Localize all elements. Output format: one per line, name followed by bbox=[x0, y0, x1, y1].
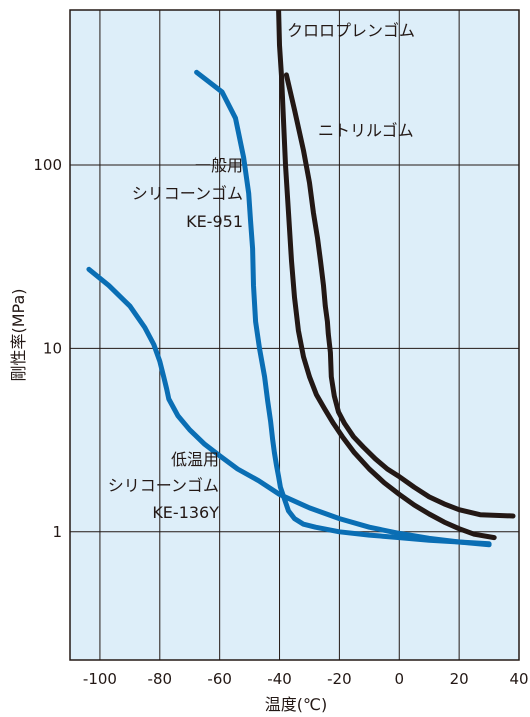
x-tick-label: 40 bbox=[509, 670, 528, 688]
x-tick-label: -20 bbox=[327, 670, 352, 688]
y-tick-label: 100 bbox=[33, 156, 62, 174]
y-tick-label: 10 bbox=[43, 339, 62, 357]
y-axis-title: 剛性率(MPa) bbox=[9, 288, 28, 381]
annotation-ke136y-line3: KE-136Y bbox=[152, 503, 219, 522]
x-tick-label: -40 bbox=[267, 670, 292, 688]
annotation-ke951: 一般用 シリコーンゴム KE-951 bbox=[132, 156, 243, 231]
annotation-ke136y-line1: 低温用 bbox=[171, 450, 219, 469]
x-tick-label: -100 bbox=[83, 670, 117, 688]
annotation-ke951-line3: KE-951 bbox=[186, 212, 243, 231]
y-tick-label: 1 bbox=[52, 523, 62, 541]
series-ke951-line bbox=[194, 69, 492, 547]
x-tick-label: -60 bbox=[207, 670, 232, 688]
x-tick-label: 0 bbox=[394, 670, 404, 688]
x-tick-label: -80 bbox=[148, 670, 173, 688]
series-chloroprene-line bbox=[276, 10, 497, 541]
series-nitrile-line bbox=[283, 72, 516, 519]
series-ke136y-line bbox=[86, 266, 492, 548]
annotation-nitrile: ニトリルゴム bbox=[318, 121, 414, 140]
annotation-ke951-line1: 一般用 bbox=[195, 156, 243, 175]
x-axis-title: 温度(℃) bbox=[265, 695, 327, 714]
annotation-ke136y-line2: シリコーンゴム bbox=[108, 476, 219, 495]
annotation-ke136y: 低温用 シリコーンゴム KE-136Y bbox=[108, 450, 219, 522]
tick-labels: -100 -80 -60 -40 -20 0 20 40 1 10 100 bbox=[33, 156, 528, 688]
plot-frame bbox=[69, 9, 520, 661]
x-tick-label: 20 bbox=[450, 670, 469, 688]
series-group bbox=[86, 10, 516, 548]
annotation-chloroprene: クロロプレンゴム bbox=[287, 21, 415, 40]
annotation-ke951-line2: シリコーンゴム bbox=[132, 184, 243, 203]
